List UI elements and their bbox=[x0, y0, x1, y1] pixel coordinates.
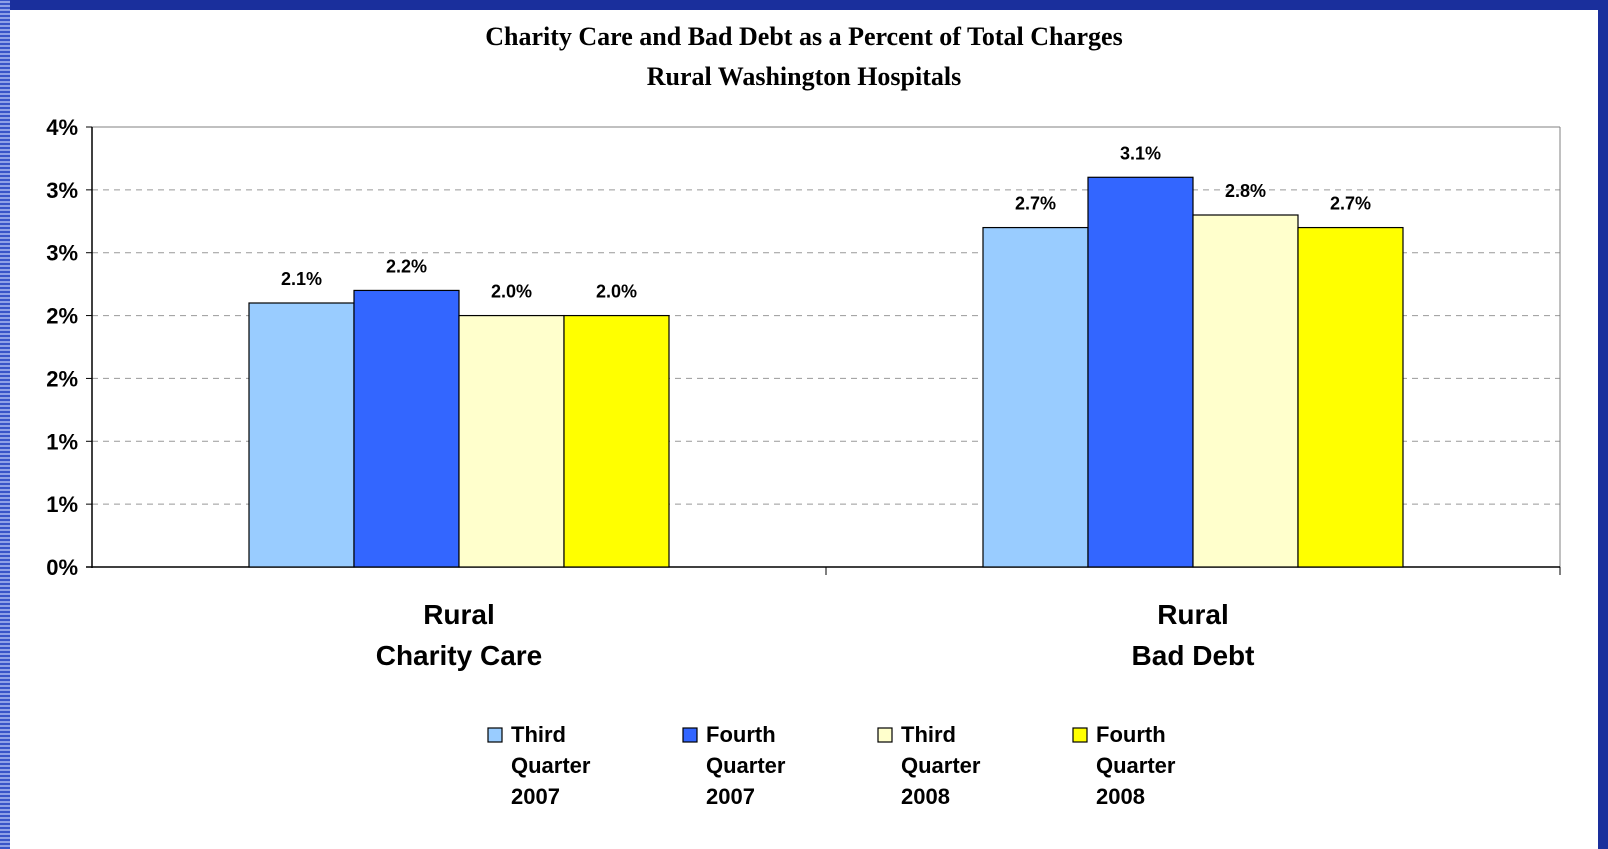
y-tick-label: 1% bbox=[46, 429, 78, 454]
legend-label: Quarter bbox=[901, 753, 981, 778]
y-tick-label: 1% bbox=[46, 492, 78, 517]
data-label: 3.1% bbox=[1120, 143, 1161, 163]
y-tick-label: 4% bbox=[46, 115, 78, 140]
legend-label: Quarter bbox=[1096, 753, 1176, 778]
bar[interactable] bbox=[1192, 214, 1299, 568]
chart-title: Charity Care and Bad Debt as a Percent o… bbox=[485, 22, 1122, 51]
data-label: 2.0% bbox=[491, 282, 532, 302]
bar[interactable] bbox=[458, 314, 565, 568]
legend-label: 2008 bbox=[1096, 784, 1145, 809]
category-label: Charity Care bbox=[376, 640, 543, 671]
legend-label: 2008 bbox=[901, 784, 950, 809]
bar[interactable] bbox=[1087, 176, 1194, 568]
data-label: 2.7% bbox=[1330, 194, 1371, 214]
legend-label: 2007 bbox=[706, 784, 755, 809]
category-label: Rural bbox=[1157, 599, 1229, 630]
bar[interactable] bbox=[353, 289, 460, 568]
bar[interactable] bbox=[1297, 226, 1404, 568]
bar[interactable] bbox=[982, 226, 1089, 568]
y-tick-label: 2% bbox=[46, 366, 78, 391]
legend-label: Quarter bbox=[511, 753, 591, 778]
bar[interactable] bbox=[248, 302, 355, 568]
legend-label: Third bbox=[511, 722, 566, 747]
y-tick-label: 3% bbox=[46, 178, 78, 203]
y-tick-label: 3% bbox=[46, 241, 78, 266]
legend-swatch bbox=[682, 727, 698, 743]
data-label: 2.1% bbox=[281, 269, 322, 289]
legend-label: Fourth bbox=[1096, 722, 1166, 747]
data-label: 2.0% bbox=[596, 282, 637, 302]
legend-swatch bbox=[1072, 727, 1088, 743]
y-tick-label: 0% bbox=[46, 555, 78, 580]
data-label: 2.2% bbox=[386, 256, 427, 276]
legend-label: Quarter bbox=[706, 753, 786, 778]
window-border bbox=[0, 0, 10, 849]
bar-chart: Charity Care and Bad Debt as a Percent o… bbox=[46, 22, 1561, 809]
chart-subtitle: Rural Washington Hospitals bbox=[647, 62, 962, 91]
legend-label: 2007 bbox=[511, 784, 560, 809]
data-label: 2.8% bbox=[1225, 181, 1266, 201]
legend-swatch bbox=[487, 727, 503, 743]
bar[interactable] bbox=[563, 314, 670, 568]
category-label: Rural bbox=[423, 599, 495, 630]
slide-area: Charity Care and Bad Debt as a Percent o… bbox=[10, 10, 1598, 849]
legend-swatch bbox=[877, 727, 893, 743]
legend-label: Third bbox=[901, 722, 956, 747]
category-label: Bad Debt bbox=[1132, 640, 1255, 671]
legend-label: Fourth bbox=[706, 722, 776, 747]
y-tick-label: 2% bbox=[46, 304, 78, 329]
data-label: 2.7% bbox=[1015, 194, 1056, 214]
